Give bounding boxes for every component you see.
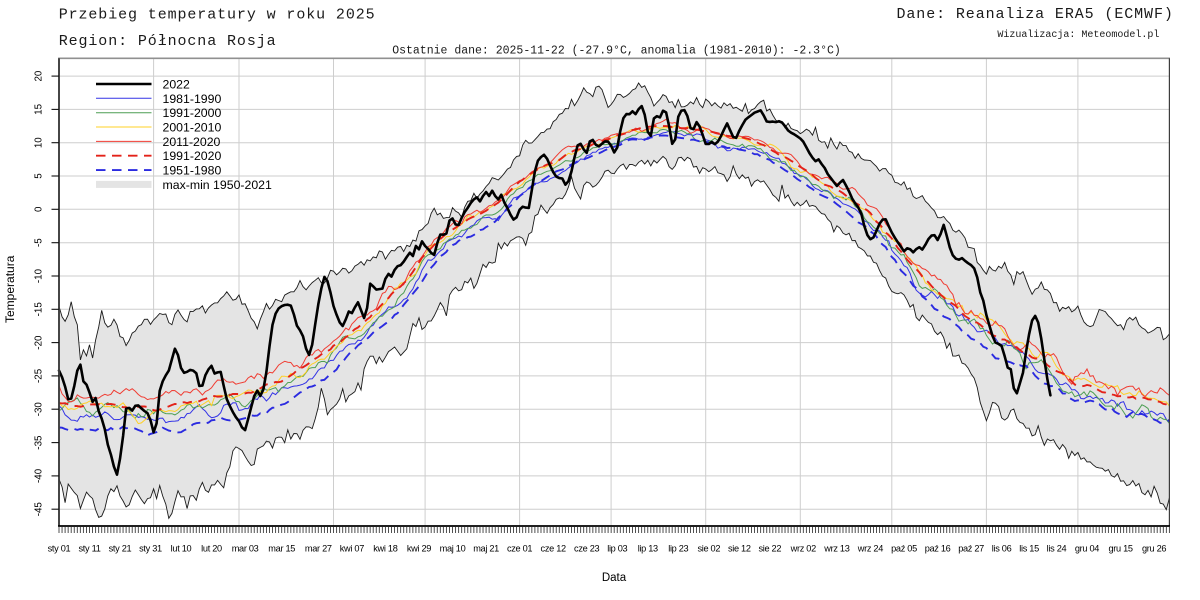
svg-text:10: 10	[34, 137, 45, 148]
svg-text:wrz 13: wrz 13	[823, 544, 849, 554]
svg-text:-45: -45	[34, 502, 45, 517]
svg-text:15: 15	[34, 103, 45, 114]
svg-text:-40: -40	[34, 468, 45, 483]
svg-text:1991-2000: 1991-2000	[163, 106, 222, 120]
svg-text:lis 06: lis 06	[992, 544, 1012, 554]
svg-text:-5: -5	[34, 238, 45, 247]
svg-text:kwi 29: kwi 29	[407, 544, 431, 554]
svg-text:lip 23: lip 23	[668, 544, 688, 554]
svg-text:-35: -35	[34, 435, 45, 450]
svg-text:wrz 24: wrz 24	[857, 544, 883, 554]
svg-text:lut 20: lut 20	[201, 544, 222, 554]
svg-text:Region: Północna Rosja: Region: Północna Rosja	[59, 33, 277, 50]
svg-text:lis 24: lis 24	[1047, 544, 1067, 554]
svg-text:-25: -25	[34, 368, 45, 383]
svg-text:cze 12: cze 12	[541, 544, 566, 554]
svg-text:Dane: Reanaliza ERA5 (ECMWF): Dane: Reanaliza ERA5 (ECMWF)	[897, 6, 1174, 23]
svg-text:kwi 18: kwi 18	[373, 544, 397, 554]
svg-text:maj 10: maj 10	[440, 544, 466, 554]
svg-text:mar 27: mar 27	[305, 544, 332, 554]
svg-text:paź 16: paź 16	[925, 544, 951, 554]
svg-text:0: 0	[34, 206, 45, 212]
svg-text:paź 27: paź 27	[958, 544, 984, 554]
svg-text:paź 05: paź 05	[891, 544, 917, 554]
svg-text:1991-2020: 1991-2020	[163, 149, 222, 163]
svg-text:gru 15: gru 15	[1108, 544, 1132, 554]
svg-text:sty 01: sty 01	[48, 544, 71, 554]
svg-text:gru 26: gru 26	[1142, 544, 1166, 554]
svg-text:maj 21: maj 21	[473, 544, 499, 554]
svg-text:gru 04: gru 04	[1075, 544, 1099, 554]
svg-text:-10: -10	[34, 268, 45, 283]
svg-text:-15: -15	[34, 302, 45, 317]
svg-text:sie 22: sie 22	[758, 544, 781, 554]
svg-text:Przebieg temperatury w roku 20: Przebieg temperatury w roku 2025	[59, 7, 376, 24]
svg-text:-20: -20	[34, 335, 45, 350]
svg-text:2001-2010: 2001-2010	[163, 120, 222, 134]
svg-text:mar 03: mar 03	[232, 544, 259, 554]
svg-text:Temperatura: Temperatura	[3, 255, 17, 323]
svg-text:kwi 07: kwi 07	[340, 544, 364, 554]
svg-text:2011-2020: 2011-2020	[163, 135, 221, 149]
svg-text:mar 15: mar 15	[268, 544, 295, 554]
svg-text:lut 10: lut 10	[171, 544, 192, 554]
svg-text:wrz 02: wrz 02	[790, 544, 816, 554]
svg-text:lip 13: lip 13	[638, 544, 658, 554]
svg-text:cze 01: cze 01	[507, 544, 532, 554]
svg-text:1951-1980: 1951-1980	[163, 164, 222, 178]
svg-text:lip 03: lip 03	[607, 544, 627, 554]
svg-text:lis 15: lis 15	[1019, 544, 1039, 554]
svg-text:sty 11: sty 11	[78, 544, 100, 554]
svg-text:max-min 1950-2021: max-min 1950-2021	[163, 178, 273, 192]
svg-text:2022: 2022	[163, 77, 191, 91]
svg-text:Data: Data	[602, 572, 627, 584]
svg-text:5: 5	[34, 173, 45, 179]
svg-text:Ostatnie dane: 2025-11-22 (-27: Ostatnie dane: 2025-11-22 (-27.9°C, anom…	[392, 45, 841, 58]
svg-text:sty 21: sty 21	[109, 544, 132, 554]
svg-text:-30: -30	[34, 402, 45, 417]
svg-text:Wizualizacja: Meteomodel.pl: Wizualizacja: Meteomodel.pl	[997, 29, 1159, 41]
svg-text:20: 20	[34, 70, 45, 81]
svg-text:cze 23: cze 23	[574, 544, 599, 554]
svg-text:1981-1990: 1981-1990	[163, 92, 222, 106]
svg-text:sie 02: sie 02	[697, 544, 720, 554]
svg-text:sty 31: sty 31	[139, 544, 162, 554]
svg-text:sie 12: sie 12	[728, 544, 751, 554]
